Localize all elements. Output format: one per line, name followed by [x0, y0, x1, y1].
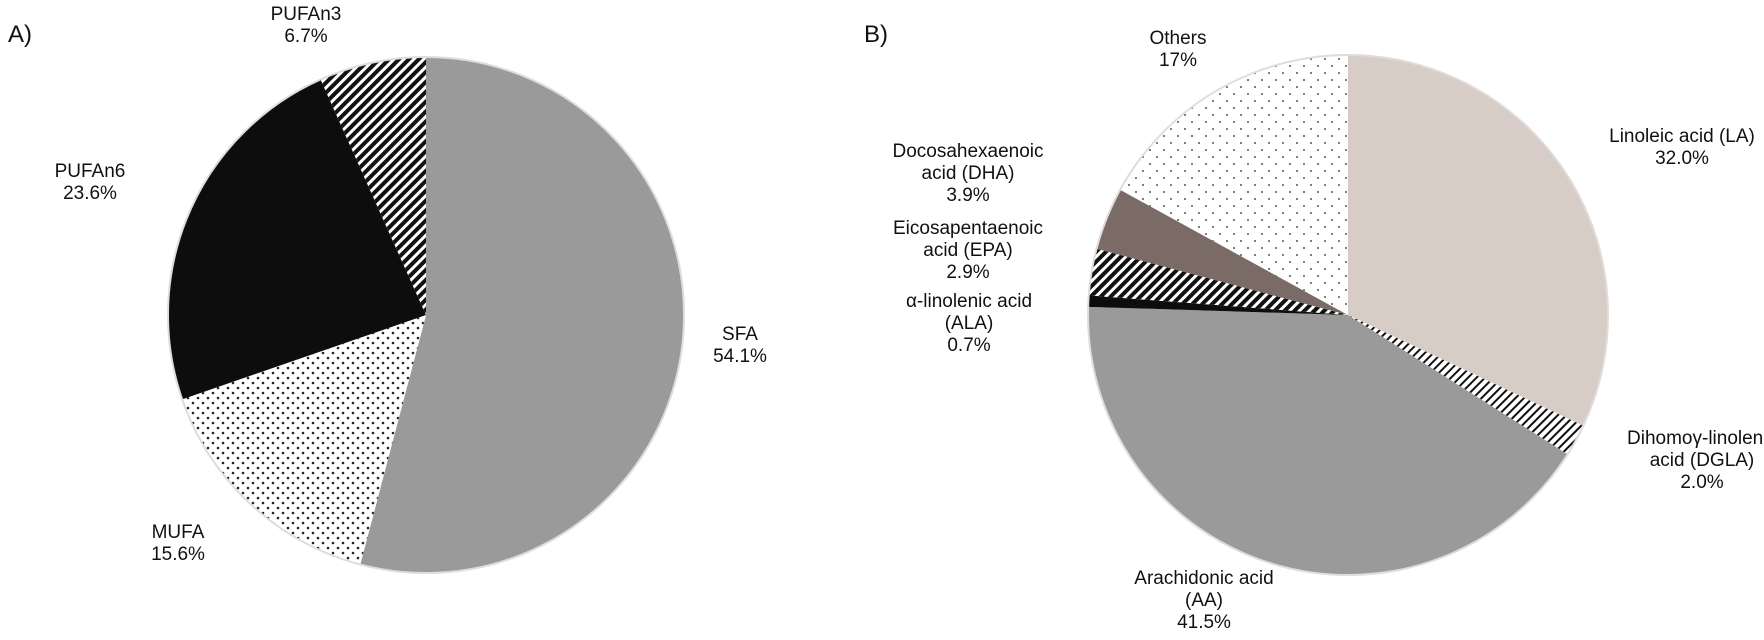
pie-slice-sfa [360, 57, 684, 573]
slice-name-label: Linoleic acid (LA) [1609, 126, 1755, 147]
slice-name-label: Arachidonic acid [1134, 568, 1273, 589]
pie-slice-arachidonic-acid-aa [1088, 306, 1568, 576]
pie-chart-a-svg: A) SFA 54.1% MUFA 15.6% PUFAn6 23.6% PUFAn3 6.7… [8, 4, 767, 574]
slice-value-label: 23.6% [63, 183, 117, 204]
slice-name-label: MUFA [152, 522, 205, 543]
pie-slice-pufan6 [167, 79, 426, 400]
slice-label-linolenic-acid-ala: α-linolenic acid (ALA) 0.7% [906, 291, 1032, 356]
pie-outline [1087, 54, 1609, 576]
slice-value-label: 2.9% [946, 262, 989, 283]
pie-slice-eicosapentaenoic-acid-epa [1088, 248, 1348, 315]
slice-name-label: (AA) [1185, 590, 1223, 611]
slice-value-label: 3.9% [946, 185, 989, 206]
slice-name-label: acid (DGLA) [1650, 450, 1755, 471]
pie-slices-b [1087, 54, 1609, 576]
pie-slices-a [167, 56, 685, 574]
slice-name-label: acid (EPA) [923, 240, 1012, 261]
pie-slice-pufan3 [320, 57, 426, 315]
slice-name-label: Eicosapentaenoic [893, 218, 1043, 239]
slice-name-label: PUFAn3 [271, 4, 342, 25]
slice-name-label: PUFAn6 [55, 161, 126, 182]
slice-label-dihomo-linolenic-acid-dgla: Dihomoγ-linolenic acid (DGLA) 2.0% [1627, 428, 1764, 493]
pie-slice-dihomo-linolenic-acid-dgla [1348, 315, 1584, 455]
slice-name-label: SFA [722, 324, 758, 345]
slice-label-sfa: SFA 54.1% [713, 324, 767, 367]
slice-value-label: 0.7% [947, 335, 990, 356]
slice-label-pufan6: PUFAn6 23.6% [55, 161, 126, 204]
slice-value-label: 32.0% [1655, 148, 1709, 169]
pie-slice-docosahexaenoic-acid-dha [1096, 189, 1348, 315]
slice-label-eicosapentaenoic-acid-epa: Eicosapentaenoic acid (EPA) 2.9% [893, 218, 1043, 283]
slice-label-pufan3: PUFAn3 6.7% [271, 4, 342, 47]
slice-value-label: 2.0% [1680, 472, 1723, 493]
slice-value-label: 15.6% [151, 544, 205, 565]
slice-label-arachidonic-acid-aa: Arachidonic acid (AA) 41.5% [1134, 568, 1273, 633]
slice-value-label: 17% [1159, 50, 1197, 71]
slice-name-label: (ALA) [945, 313, 994, 334]
slice-value-label: 41.5% [1177, 612, 1231, 633]
pie-chart-b: B) Linoleic acid (LA) 32.0% Dihomoγ-linole… [860, 0, 1764, 640]
pie-labels-b: Linoleic acid (LA) 32.0% Dihomoγ-linolenic… [892, 28, 1764, 633]
slice-name-label: Others [1149, 28, 1206, 49]
slice-label-others: Others 17% [1149, 28, 1206, 71]
slice-name-label: Docosahexaenoic [892, 141, 1043, 162]
slice-name-label: acid (DHA) [922, 163, 1015, 184]
slice-label-linoleic-acid-la: Linoleic acid (LA) 32.0% [1609, 126, 1755, 169]
slice-name-label: α-linolenic acid [906, 291, 1032, 312]
slice-value-label: 6.7% [284, 26, 327, 47]
pie-slice-mufa [182, 315, 426, 565]
slice-label-mufa: MUFA 15.6% [151, 522, 205, 565]
slice-value-label: 54.1% [713, 346, 767, 367]
pie-slice-linolenic-acid-ala [1088, 295, 1348, 315]
panel-label-b: B) [864, 21, 888, 48]
slice-label-docosahexaenoic-acid-dha: Docosahexaenoic acid (DHA) 3.9% [892, 141, 1043, 206]
pie-chart-b-svg: B) Linoleic acid (LA) 32.0% Dihomoγ-linole… [864, 21, 1764, 633]
pie-labels-a: SFA 54.1% MUFA 15.6% PUFAn6 23.6% PUFAn3 6.7% [55, 4, 767, 565]
pie-outline [167, 56, 685, 574]
slice-name-label: Dihomoγ-linolenic [1627, 428, 1764, 449]
panel-label-a: A) [8, 21, 32, 48]
pie-chart-a: A) SFA 54.1% MUFA 15.6% PUFAn6 23.6% PUFAn3 6.7… [0, 0, 860, 640]
pie-slice-linoleic-acid-la [1348, 55, 1609, 426]
